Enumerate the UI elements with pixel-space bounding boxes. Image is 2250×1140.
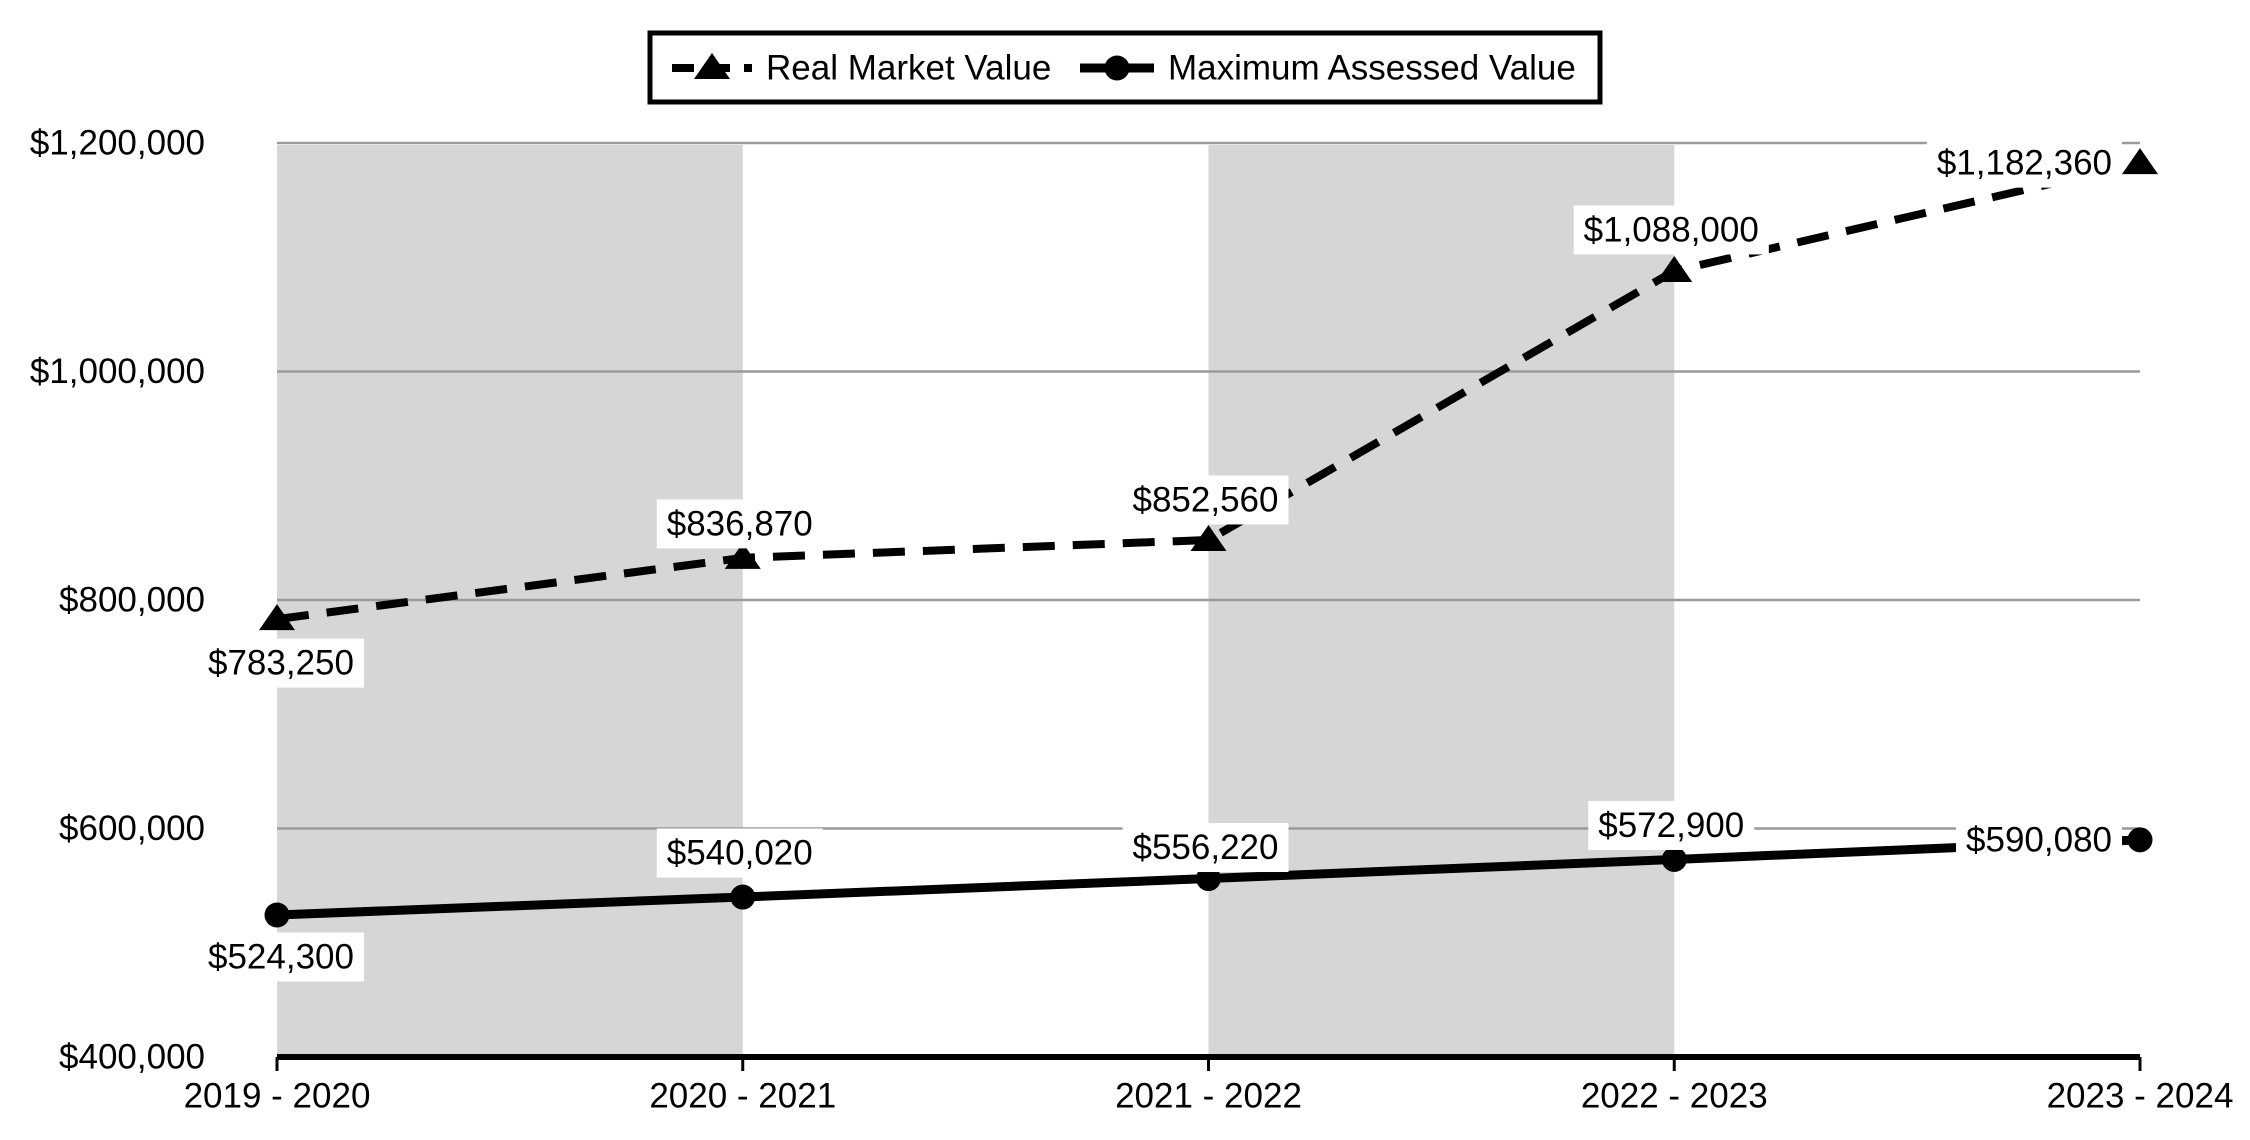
data-label-box (198, 932, 364, 982)
y-axis-tick-label: $600,000 (59, 809, 205, 848)
data-label-box (1122, 823, 1289, 873)
data-label-box (1588, 800, 1755, 850)
legend: Real Market Value Maximum Assessed Value (647, 30, 1603, 105)
x-axis-tick-label: 2019 - 2020 (184, 1077, 371, 1116)
data-label: $836,870 (667, 504, 813, 543)
legend-label-mav: Maximum Assessed Value (1168, 49, 1576, 88)
x-axis-tick-label: 2022 - 2023 (1581, 1077, 1768, 1116)
x-axis-tick-label: 2020 - 2021 (649, 1077, 836, 1116)
data-label: $540,020 (667, 834, 813, 873)
data-label: $1,088,000 (1584, 210, 1759, 249)
data-label: $1,182,360 (1937, 144, 2112, 183)
legend-label-rmv: Real Market Value (766, 49, 1051, 88)
legend-mav-circle-icon (1104, 55, 1130, 81)
rmv-marker-triangle (259, 604, 295, 631)
rmv-marker-triangle (724, 542, 761, 569)
data-label: $783,250 (208, 644, 354, 683)
mav-marker-circle (2127, 827, 2153, 853)
rmv-marker-triangle (1190, 524, 1227, 551)
mav-marker-circle (730, 884, 756, 910)
y-axis-tick-label: $400,000 (59, 1038, 205, 1077)
mav-marker-circle (264, 902, 290, 928)
x-axis-labels-layer: 2019 - 2020 2020 - 2021 2021 - 2022 2022 - … (184, 1077, 2234, 1116)
data-label-box (656, 499, 823, 549)
legend-rmv-triangle-icon (694, 53, 730, 79)
x-axis-tick-label: 2023 - 2024 (2047, 1077, 2234, 1116)
data-label-box (1573, 205, 1769, 255)
data-label: $590,080 (1966, 820, 2112, 859)
rmv-series-line (276, 159, 2141, 624)
rmv-marker-triangle (1656, 255, 1693, 282)
series-layer (259, 148, 2158, 928)
data-label-box (1122, 475, 1289, 525)
y-axis-tick-label: $1,200,000 (30, 124, 205, 163)
mav-marker-circle (1196, 866, 1221, 892)
data-label: $556,220 (1133, 828, 1279, 867)
mav-marker-circle (1661, 846, 1687, 872)
data-labels-layer: $783,250 $836,870 $852,560 $1,088,000 $1,182… (198, 138, 2122, 982)
y-axis-tick-label: $800,000 (59, 581, 205, 620)
y-axis-tick-label: $1,000,000 (30, 352, 205, 391)
x-axis-layer (275, 1054, 2142, 1071)
data-label-box (1926, 138, 2122, 188)
data-label-box (1956, 815, 2122, 865)
data-label-box (198, 638, 364, 688)
data-label: $524,300 (208, 937, 354, 976)
y-axis-labels-layer: $400,000 $600,000 $800,000 $1,000,000 $1,200… (30, 124, 205, 1077)
data-label-box (656, 828, 823, 878)
rmv-marker-triangle (2122, 148, 2158, 175)
data-label: $852,560 (1133, 480, 1279, 519)
x-axis-tick-label: 2021 - 2022 (1115, 1077, 1302, 1116)
data-label: $572,900 (1598, 806, 1744, 845)
